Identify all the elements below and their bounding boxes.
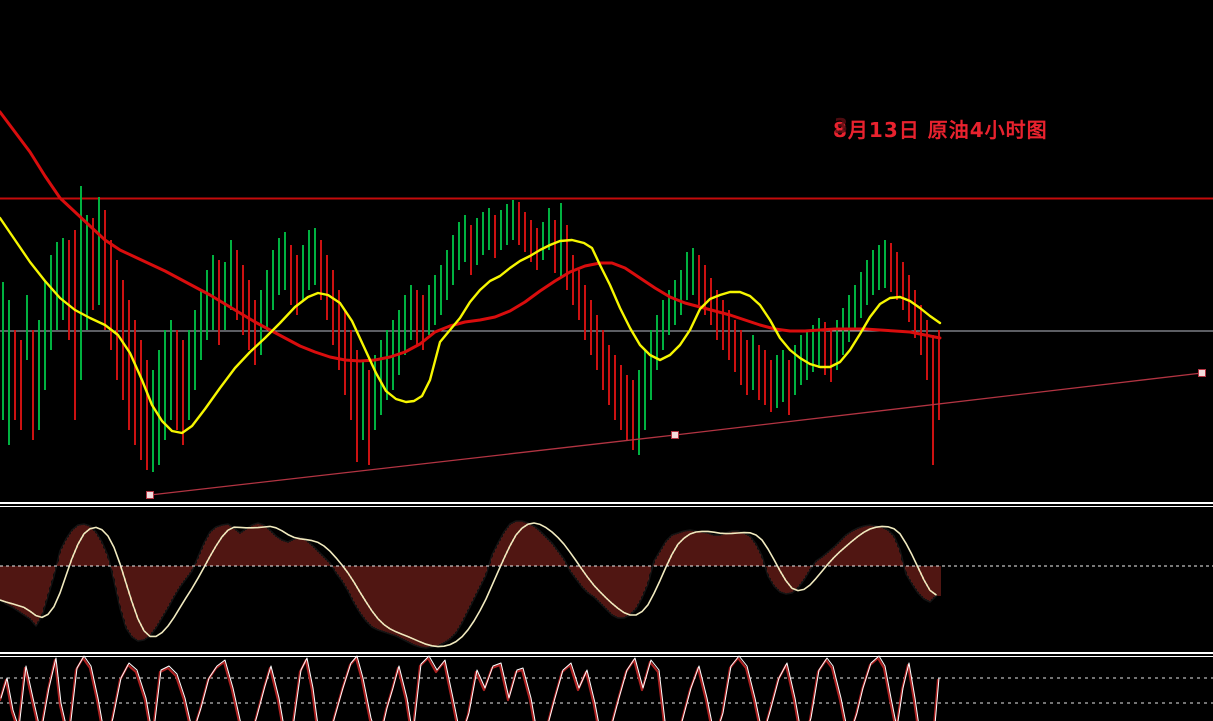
macd-signal-line: [0, 522, 937, 648]
oscillator-line: [0, 656, 940, 721]
macd-histogram: [0, 521, 941, 648]
ma-fast-line: [0, 216, 942, 435]
title-overlay-digit: 3: [834, 114, 848, 138]
oscillator-level-lines: [0, 677, 1213, 704]
ma-slow-line: [0, 110, 942, 363]
oscillator-highlight-line: [0, 655, 940, 721]
macd-line: [0, 520, 937, 649]
chart-annotation-title: 8月13日 原油4小时图: [833, 118, 1048, 142]
trend-line-markers[interactable]: [146, 369, 1206, 499]
panel-separator-lines: [0, 502, 1213, 657]
candlestick-series: [2, 186, 940, 472]
